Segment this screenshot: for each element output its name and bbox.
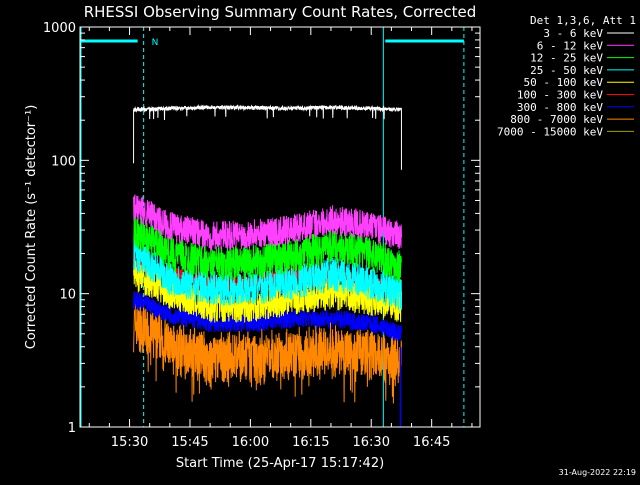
plot-area: N (80, 27, 465, 427)
series-line-7 (133, 301, 402, 404)
legend-label: 50 - 100 keV (524, 76, 604, 89)
y-tick-label: 1000 (43, 21, 76, 36)
plot-frame (79, 26, 481, 428)
x-tick-label: 16:30 (353, 435, 390, 450)
series-line-2 (133, 214, 402, 282)
legend-label: 12 - 25 keV (530, 52, 603, 65)
legend-label: 3 - 6 keV (543, 27, 603, 40)
x-axis: 15:30 15:45 16:00 16:15 16:30 16:45 (88, 27, 473, 450)
footer-date: 31-Aug-2022 22:19 (559, 468, 636, 477)
series-line-0 (133, 103, 402, 121)
marker-label: N (152, 38, 159, 48)
x-axis-label: Start Time (25-Apr-17 15:17:42) (176, 456, 384, 471)
y-tick-label: 1 (68, 421, 76, 436)
legend-label: 300 - 800 keV (517, 101, 603, 114)
x-tick-label: 16:15 (292, 435, 329, 450)
y-tick-label: 10 (59, 288, 76, 303)
legend-label: 25 - 50 keV (530, 64, 603, 77)
x-tick-label: 15:30 (111, 435, 148, 450)
legend-label: 800 - 7000 keV (510, 113, 603, 126)
legend-label: 100 - 300 keV (517, 89, 603, 102)
series-line-1 (133, 194, 402, 251)
chart-title: RHESSI Observing Summary Count Rates, Co… (84, 3, 477, 21)
series-line-6 (133, 291, 402, 342)
y-axis-label: Corrected Count Rate (s⁻¹ detector⁻¹) (24, 105, 39, 350)
x-tick-label: 16:00 (232, 435, 269, 450)
series-line-3 (133, 239, 402, 311)
x-tick-label: 16:45 (413, 435, 450, 450)
legend-label: 7000 - 15000 keV (497, 125, 603, 138)
y-axis: 1 10 100 1000 (43, 21, 480, 436)
y-tick-label: 100 (51, 154, 76, 169)
x-tick-label: 15:45 (171, 435, 208, 450)
legend-title: Det 1,3,6, Att 1 (530, 14, 636, 27)
legend-label: 6 - 12 keV (537, 39, 604, 52)
